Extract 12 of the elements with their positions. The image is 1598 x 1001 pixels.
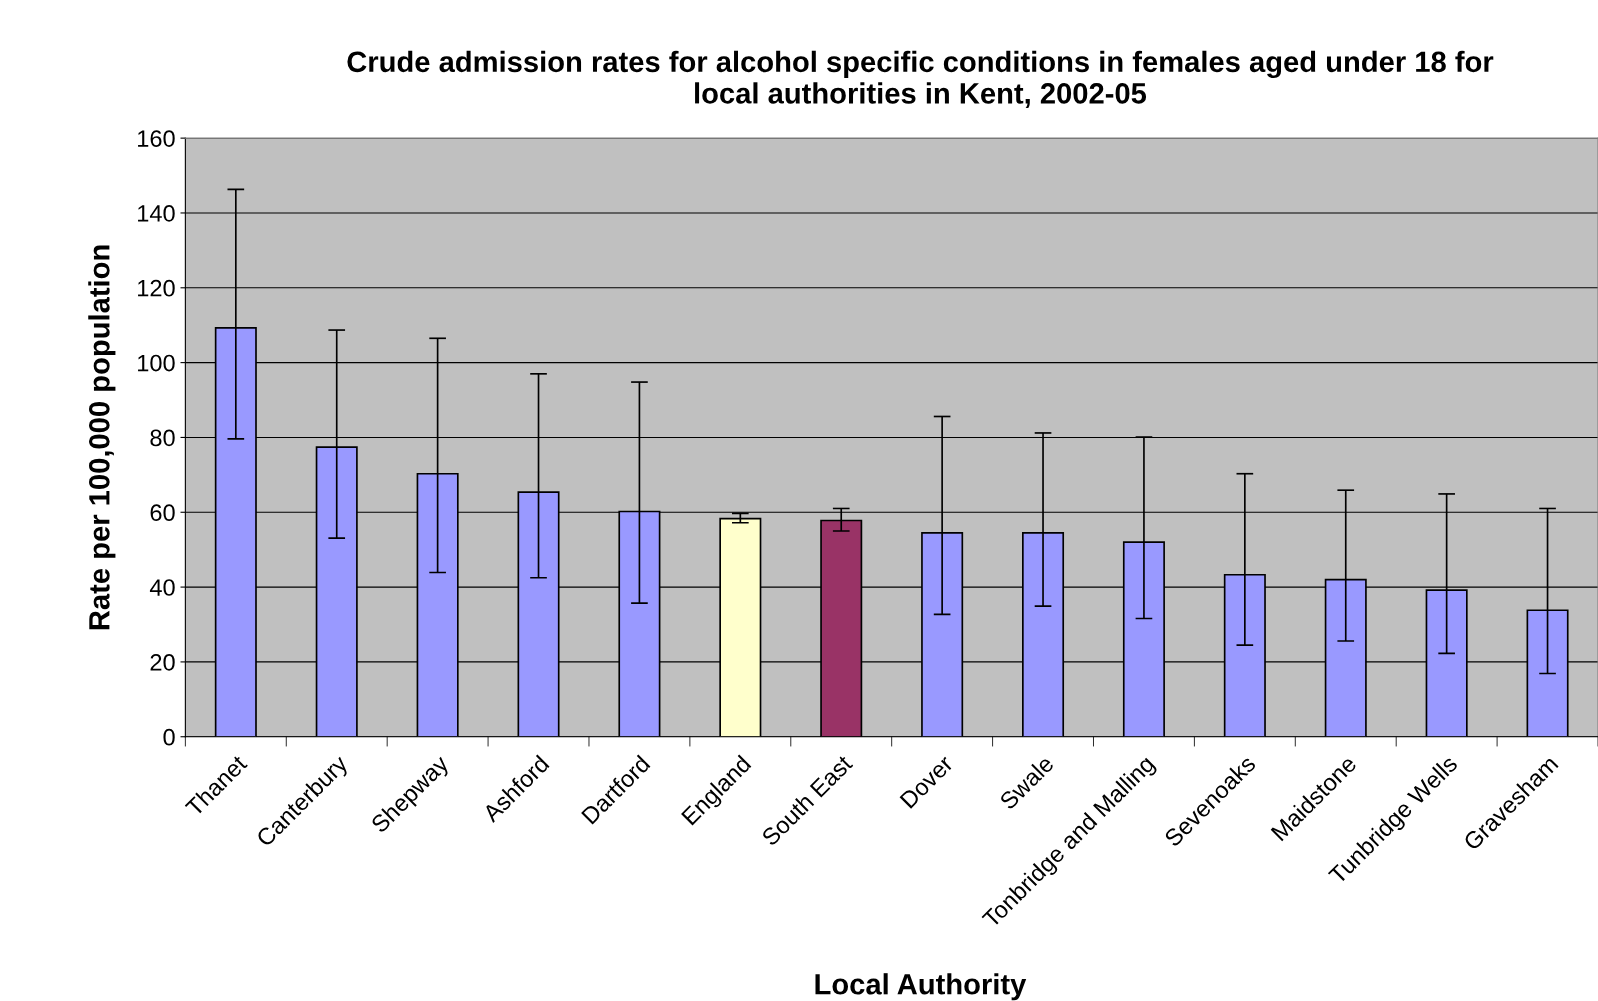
y-tick-label: 20 [150, 653, 175, 671]
y-tick-label: 140 [138, 205, 175, 222]
y-tick-label: 40 [149, 579, 175, 596]
x-axis-title: Local Authority [815, 973, 1027, 1001]
y-tick-label: 60 [150, 504, 175, 522]
y-tick-label: 0 [163, 728, 175, 746]
y-tick-label: 100 [138, 354, 175, 372]
y-tick-label: 80 [150, 429, 175, 447]
y-tick-label: 120 [138, 279, 175, 297]
y-axis-title: Rate per 100,000 population [88, 245, 116, 630]
chart-title: Crude admission rates for alcohol specific conditions in females aged under 18 for local authorities in Kent, 2002-05 [347, 50, 1494, 108]
y-tick-label: 160 [138, 130, 175, 147]
